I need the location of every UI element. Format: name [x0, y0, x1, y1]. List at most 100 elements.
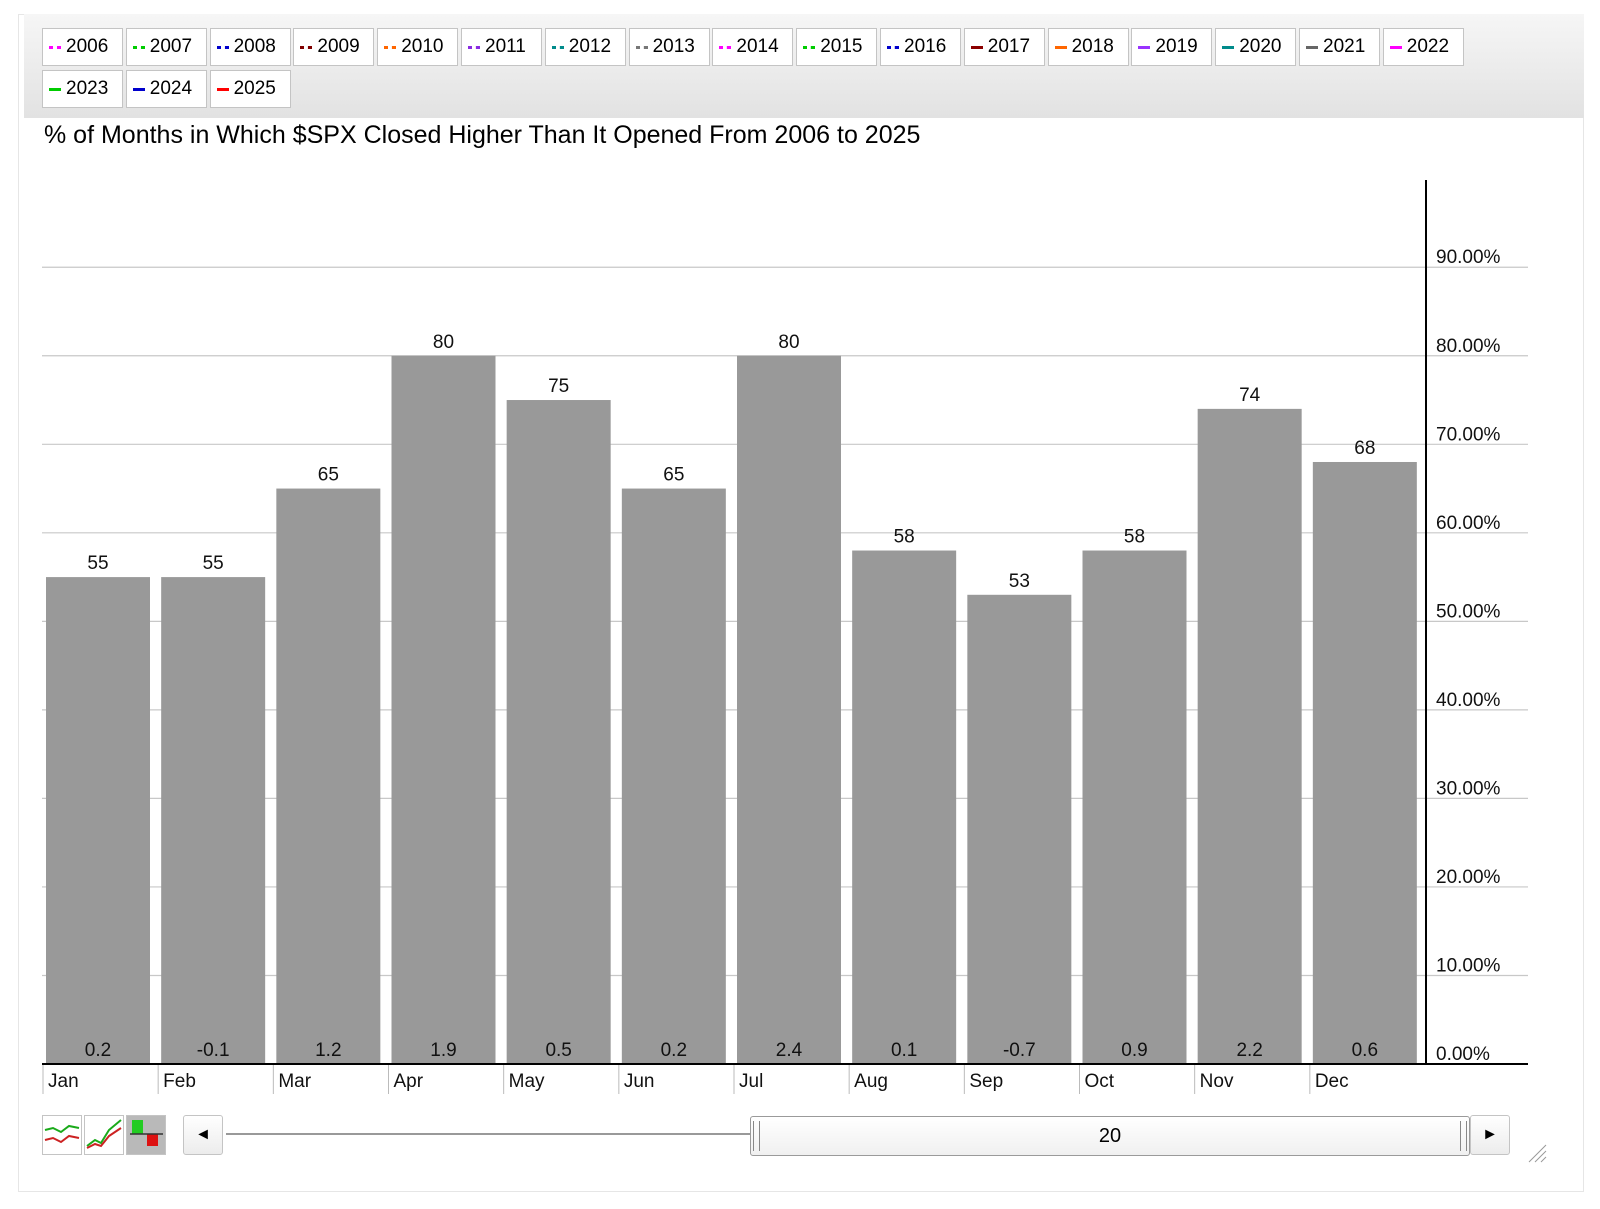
legend-item-2024[interactable]: 2024 — [125, 70, 207, 108]
legend-label: 2009 — [317, 36, 360, 57]
bar-value-label: 68 — [1354, 438, 1375, 459]
legend-swatch-icon — [384, 45, 397, 49]
legend-swatch-icon — [803, 45, 816, 49]
legend-item-2012[interactable]: 2012 — [544, 28, 626, 66]
x-tick-label: Jul — [739, 1071, 763, 1092]
bar-value-label: 55 — [87, 553, 108, 574]
legend-label: 2021 — [1323, 36, 1366, 57]
range-value: 20 — [1098, 1124, 1122, 1147]
legend-item-2022[interactable]: 2022 — [1382, 28, 1464, 66]
legend-item-2021[interactable]: 2021 — [1299, 28, 1380, 66]
x-tick-label: Aug — [854, 1071, 888, 1092]
range-slider-thumb[interactable]: 20 — [750, 1116, 1470, 1156]
legend-swatch-icon — [887, 45, 899, 49]
legend-item-2025[interactable]: 2025 — [209, 70, 291, 108]
bar-jun — [621, 488, 726, 1064]
legend-item-2010[interactable]: 2010 — [377, 28, 459, 66]
scroll-right-button[interactable]: ► — [1470, 1115, 1510, 1155]
bar-mar — [276, 488, 381, 1064]
line-view-button[interactable] — [42, 1115, 82, 1155]
bar-bottom-label: 0.1 — [891, 1040, 917, 1061]
legend-item-2006[interactable]: 2006 — [42, 28, 123, 66]
legend-item-2015[interactable]: 2015 — [796, 28, 878, 66]
legend-swatch-icon — [719, 45, 732, 49]
legend-swatch-icon — [300, 45, 313, 49]
legend-label: 2012 — [568, 36, 612, 57]
legend-label: 2024 — [149, 78, 193, 99]
y-tick-label: 30.00% — [1436, 778, 1501, 799]
bar-bottom-label: -0.7 — [1003, 1040, 1036, 1061]
legend-swatch-icon — [132, 87, 145, 91]
legend-label: 2020 — [1239, 36, 1282, 57]
cumulative-view-button[interactable] — [84, 1115, 124, 1155]
legend-item-2007[interactable]: 2007 — [125, 28, 207, 66]
y-tick-label: 10.00% — [1436, 955, 1501, 976]
legend-item-2020[interactable]: 2020 — [1215, 28, 1297, 66]
x-tick-label: Mar — [278, 1071, 311, 1092]
x-tick-label: Oct — [1085, 1071, 1115, 1092]
bar-view-button[interactable] — [126, 1115, 166, 1155]
y-tick-label: 70.00% — [1436, 424, 1501, 445]
legend-swatch-icon — [1306, 45, 1318, 49]
legend-swatch-icon — [1054, 45, 1067, 49]
legend-label: 2010 — [401, 36, 444, 57]
legend-label: 2013 — [652, 36, 695, 57]
y-tick-label: 90.00% — [1436, 247, 1501, 268]
y-tick-label: 80.00% — [1436, 336, 1501, 357]
x-tick-label: Jan — [48, 1071, 79, 1092]
bar-value-label: 65 — [318, 465, 339, 486]
line-chart-icon — [44, 1124, 80, 1144]
x-tick-label: Apr — [394, 1071, 424, 1092]
legend-swatch-icon — [49, 87, 61, 91]
y-tick-label: 50.00% — [1436, 601, 1501, 622]
scroll-left-button[interactable]: ◄ — [183, 1115, 223, 1155]
x-tick-label: Feb — [163, 1071, 196, 1092]
bar-bottom-label: 0.2 — [661, 1040, 687, 1061]
legend-label: 2014 — [736, 36, 779, 57]
legend-item-2018[interactable]: 2018 — [1047, 28, 1129, 66]
legend-item-2013[interactable]: 2013 — [628, 28, 710, 66]
legend-label: 2007 — [149, 36, 193, 57]
legend-item-2016[interactable]: 2016 — [880, 28, 961, 66]
x-tick-label: Jun — [624, 1071, 655, 1092]
legend-item-2017[interactable]: 2017 — [963, 28, 1045, 66]
legend-item-2014[interactable]: 2014 — [712, 28, 794, 66]
bar-may — [506, 400, 611, 1064]
legend-item-2023[interactable]: 2023 — [42, 70, 123, 108]
bar-apr — [391, 355, 496, 1064]
bar-bottom-label: 2.4 — [776, 1040, 803, 1061]
bar-jan — [46, 577, 150, 1064]
bar-value-label: 58 — [1124, 527, 1145, 548]
resize-grip-icon[interactable] — [1527, 1143, 1547, 1163]
bar-oct — [1082, 550, 1187, 1064]
y-tick-label: 20.00% — [1436, 867, 1501, 888]
legend-label: 2015 — [820, 36, 863, 57]
legend-swatch-icon — [970, 45, 983, 49]
legend-label: 2011 — [485, 36, 526, 57]
left-arrow-icon: ◄ — [195, 1126, 211, 1143]
legend: 2006 2007 2008 2009 2010 2011 2012 2013 2014 2015… — [24, 14, 1584, 118]
left-grip-icon — [753, 1121, 760, 1151]
legend-label: 2016 — [904, 36, 947, 57]
chart-title: % of Months in Which $SPX Closed Higher … — [44, 121, 921, 149]
bar-value-label: 53 — [1009, 571, 1030, 592]
x-tick-label: Nov — [1200, 1071, 1234, 1092]
legend-swatch-icon — [1389, 45, 1402, 49]
scroll-track[interactable] — [226, 1133, 754, 1135]
x-tick-label: May — [509, 1071, 545, 1092]
x-tick-label: Dec — [1315, 1071, 1349, 1092]
legend-swatch-icon — [216, 87, 229, 91]
legend-swatch-icon — [216, 45, 229, 49]
legend-swatch-icon — [1222, 45, 1235, 49]
legend-swatch-icon — [635, 45, 648, 49]
y-tick-label: 40.00% — [1436, 690, 1501, 711]
legend-item-2008[interactable]: 2008 — [209, 28, 291, 66]
legend-item-2009[interactable]: 2009 — [293, 28, 375, 66]
legend-item-2011[interactable]: 2011 — [461, 28, 542, 66]
bar-bottom-label: 0.2 — [85, 1040, 111, 1061]
legend-label: 2018 — [1071, 36, 1114, 57]
bar-value-label: 65 — [663, 465, 684, 486]
legend-item-2019[interactable]: 2019 — [1131, 28, 1213, 66]
